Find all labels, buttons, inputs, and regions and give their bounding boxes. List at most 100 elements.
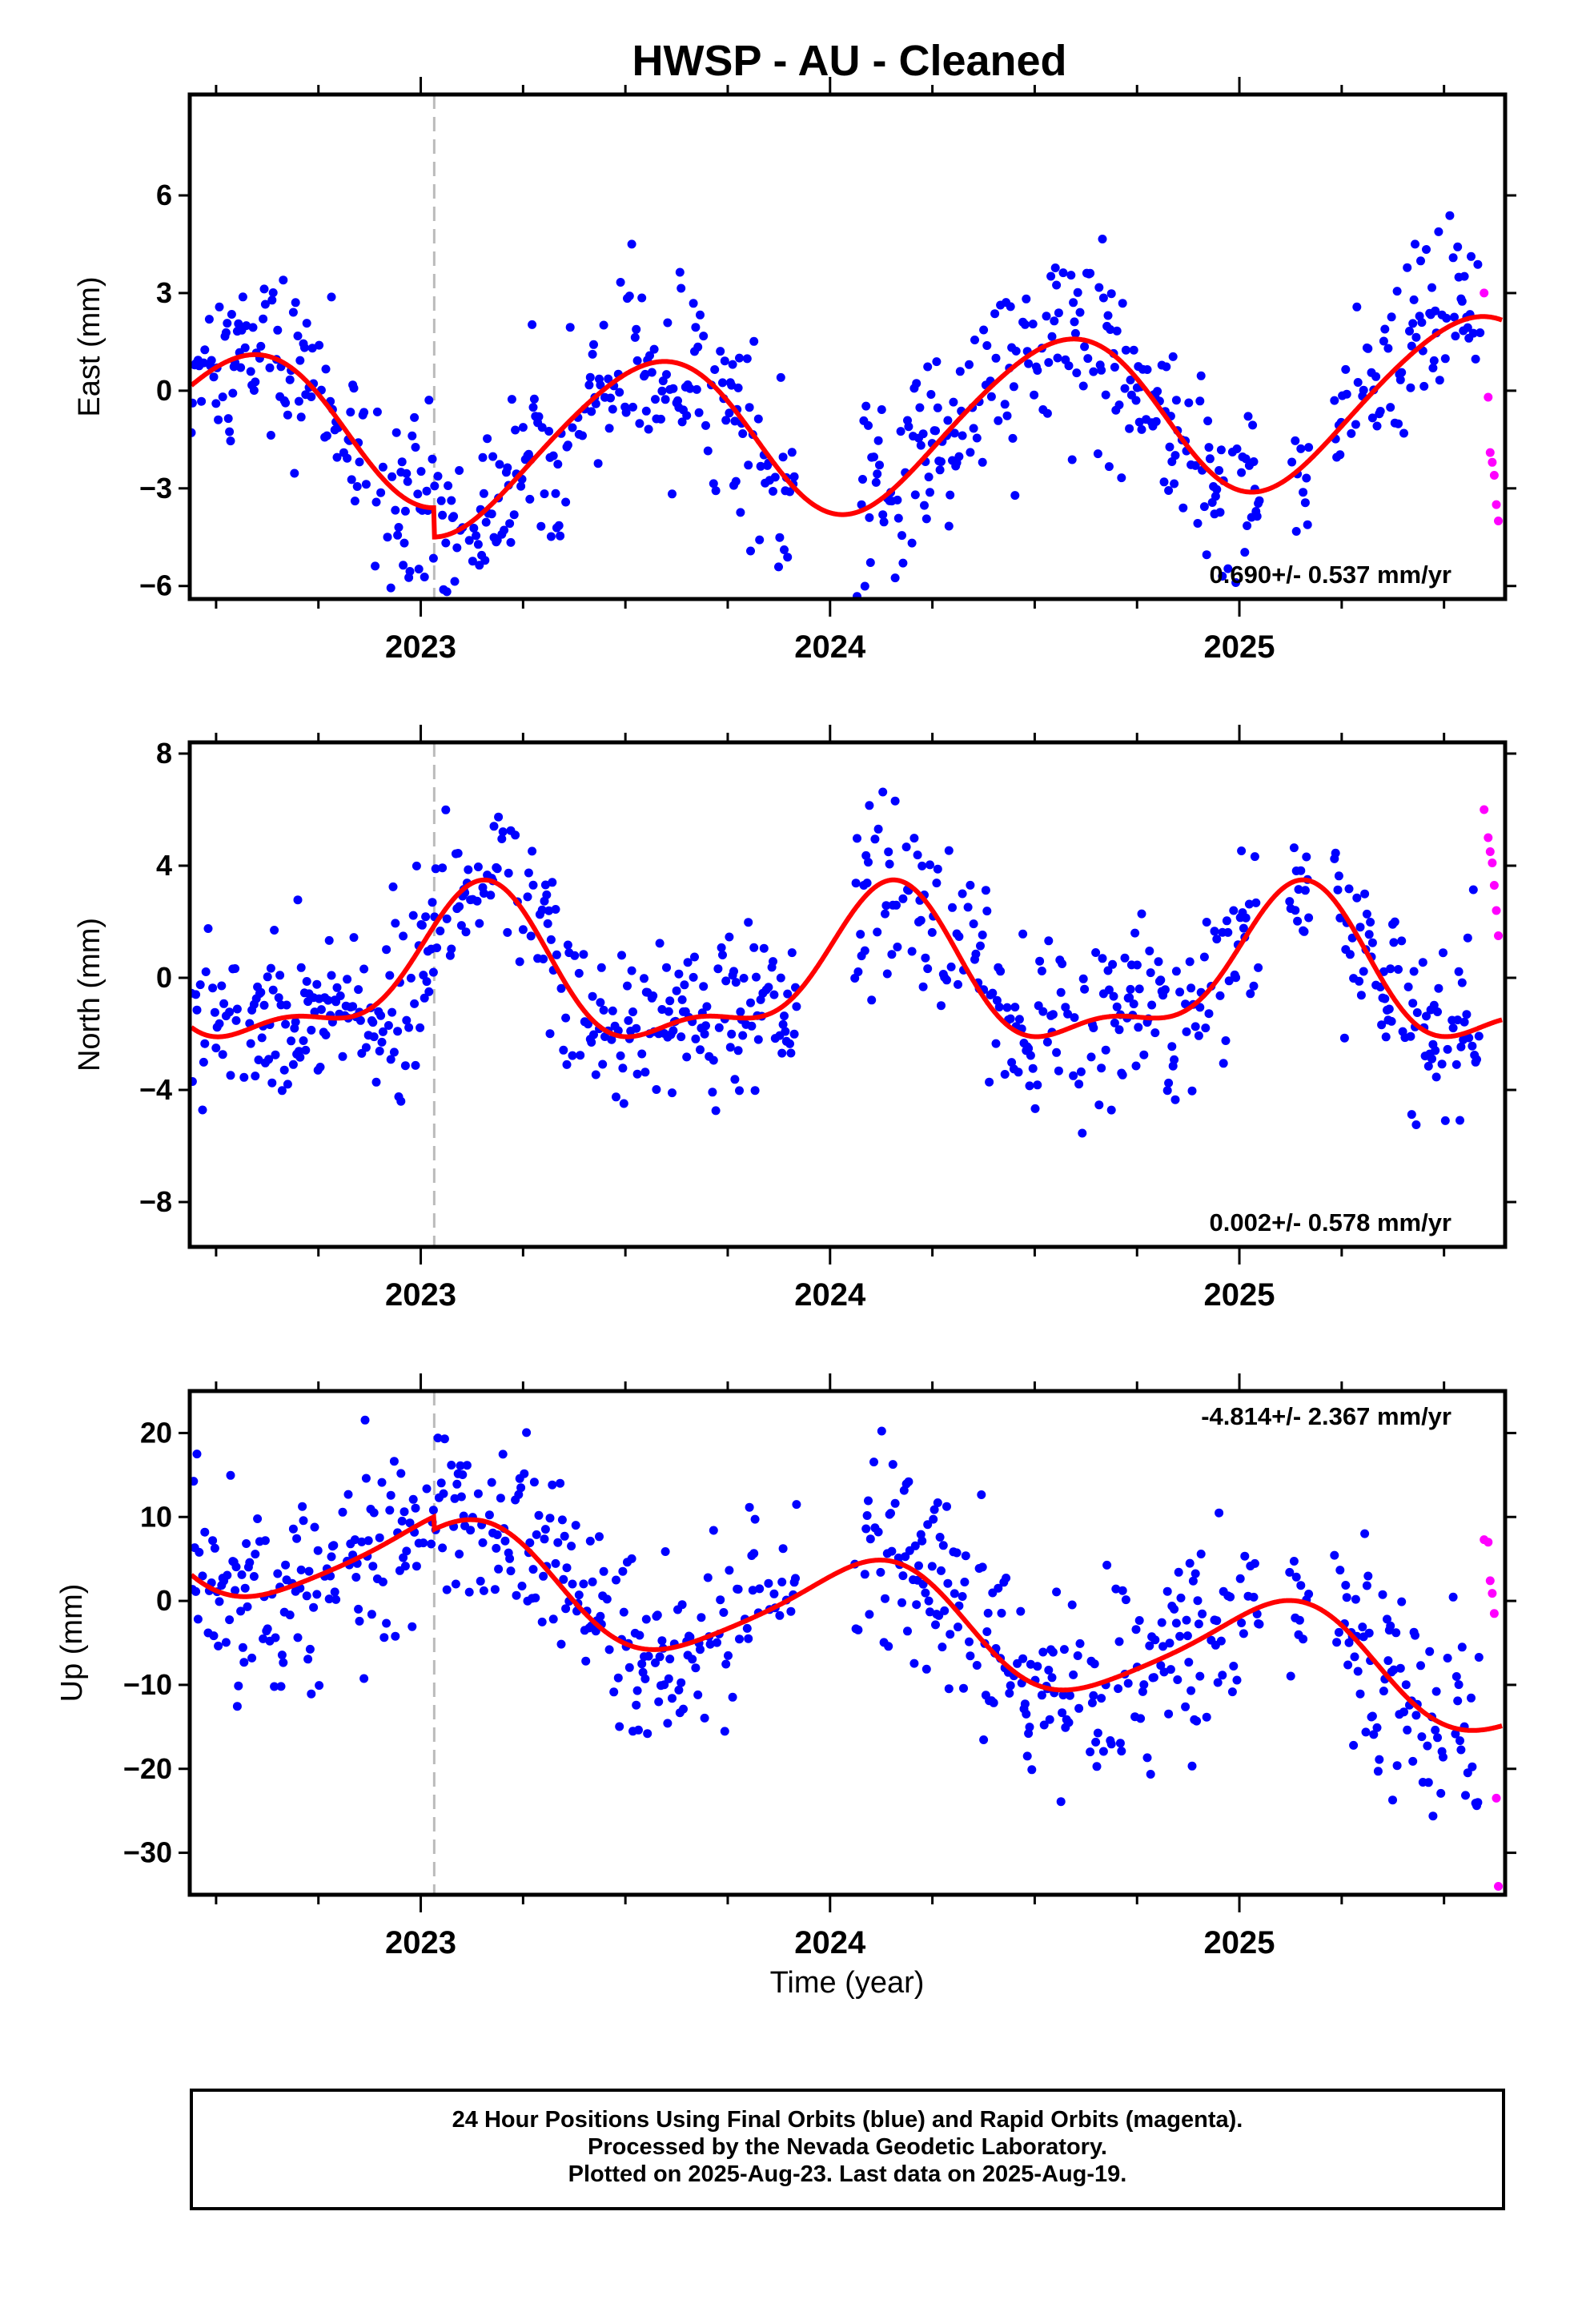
final-point [267,1078,277,1088]
final-point [1457,1642,1467,1652]
final-point [1194,1619,1203,1629]
final-point [677,283,686,293]
final-point [310,1522,319,1532]
final-point [1198,1609,1207,1618]
final-point [662,963,671,972]
final-point [1142,365,1152,374]
final-point [231,1562,241,1572]
final-point [315,1681,324,1691]
final-point [551,1558,560,1568]
final-point [299,1036,308,1045]
final-point [1440,354,1450,364]
final-point [1454,1680,1464,1690]
final-point [877,405,886,414]
final-point [1037,1691,1046,1700]
final-point [1086,1747,1095,1757]
y-axis-label: East (mm) [73,276,106,416]
final-point [643,1729,652,1739]
final-point [1159,1667,1169,1677]
final-point [243,1602,252,1611]
final-point [970,336,979,344]
final-point [1287,457,1297,467]
final-point [954,1622,962,1632]
final-point [1086,1052,1096,1062]
final-point [200,1039,210,1048]
final-point [1006,1681,1015,1691]
final-point [1409,295,1419,304]
final-point [746,546,755,556]
final-point [1170,451,1180,460]
final-point [1039,1720,1049,1730]
final-point [1456,1042,1466,1051]
final-point [978,457,987,467]
final-point [404,1023,414,1032]
final-point [1300,886,1310,895]
final-point [464,865,473,875]
final-point [200,345,210,355]
final-point [689,299,698,308]
final-point [428,454,437,464]
final-point [313,1546,323,1555]
final-point [1342,1593,1351,1602]
final-point [596,380,605,390]
final-point [509,510,519,520]
final-point [1097,1694,1106,1703]
final-point [494,1564,504,1574]
final-point [298,1502,307,1511]
final-point [584,1019,592,1029]
final-point [546,935,556,944]
final-point [225,427,235,436]
final-point [725,1566,734,1575]
final-point [1295,1615,1304,1625]
final-point [265,363,275,372]
final-point [944,846,954,855]
final-point [1397,936,1407,946]
rapid-point [1494,1882,1503,1891]
final-point [359,964,369,974]
final-point [1182,1631,1192,1641]
final-point [1050,316,1059,326]
final-point [355,1015,365,1025]
final-point [744,1634,753,1643]
final-point [651,1658,660,1667]
final-point [532,1530,541,1539]
rate-label: 0.002+/- 0.578 mm/yr [1210,1208,1452,1236]
final-point [867,995,877,1005]
final-point [293,1633,303,1642]
final-point [994,1583,1003,1593]
final-point [367,1610,376,1619]
final-point [871,477,881,487]
final-point [1383,1614,1391,1624]
final-point [942,1502,951,1511]
final-point [554,521,564,530]
plot-area-1 [190,94,1504,599]
final-point [1120,953,1130,963]
final-point [1286,1671,1295,1681]
final-point [938,1642,947,1652]
final-point [393,530,403,540]
final-point [1011,346,1021,356]
final-point [862,879,872,888]
final-point [710,365,720,374]
final-point [674,1685,684,1695]
final-point [349,933,359,943]
final-point [1101,390,1110,400]
final-point [877,1426,886,1436]
final-point [596,1611,605,1621]
final-point [251,1072,260,1081]
final-point [1042,1037,1052,1047]
final-point [645,351,654,360]
final-point [1112,1002,1122,1011]
final-point [273,325,283,335]
final-point [414,565,424,574]
final-point [419,1538,428,1548]
final-point [1064,361,1074,371]
final-point [360,1415,370,1425]
final-point [436,927,445,935]
final-point [677,995,687,1004]
final-point [438,510,448,520]
final-point [982,341,992,350]
final-point [445,951,455,960]
x-tick-label: 2025 [1204,629,1275,665]
final-point [701,420,710,430]
